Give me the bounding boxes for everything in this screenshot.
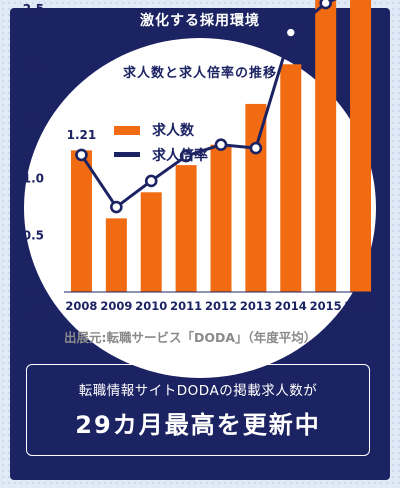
y-tick-label: 0.5 xyxy=(23,228,44,242)
bar xyxy=(245,103,267,292)
bar xyxy=(315,0,337,292)
ratio-point xyxy=(75,148,88,162)
data-label: 1.21 xyxy=(67,128,97,142)
legend-swatch-bar xyxy=(114,126,140,135)
x-tick-label: 2015 xyxy=(310,299,342,313)
legend-label: 求人数 xyxy=(152,122,195,139)
legend-label: 求人倍率 xyxy=(152,147,208,164)
headline-subtext: 転職情報サイトDODAの掲載求人数が xyxy=(78,383,318,399)
headline-text: 29カ月最高を更新中 xyxy=(75,411,321,439)
x-tick-label: 2012 xyxy=(205,299,237,313)
ratio-point xyxy=(144,174,158,188)
x-tick-label: 2016 xyxy=(345,299,377,313)
bar xyxy=(280,64,302,292)
ratio-point xyxy=(110,200,123,214)
chart-title: 求人数と求人倍率の推移 xyxy=(122,66,277,81)
bar xyxy=(105,218,127,292)
y-tick-label: 0.0 xyxy=(23,285,44,299)
bar xyxy=(350,0,372,292)
bar xyxy=(140,192,162,292)
bar xyxy=(210,144,232,292)
legend-swatch-line xyxy=(114,152,140,157)
headline-box: 転職情報サイトDODAの掲載求人数が 29カ月最高を更新中 xyxy=(26,364,370,456)
ratio-point xyxy=(249,141,263,155)
source-note: 出展元:転職サービス「DODA」（年度平均） xyxy=(64,330,317,345)
ratio-point xyxy=(319,0,332,10)
x-tick-label: 2013 xyxy=(240,299,272,313)
y-tick-label: 2.0 xyxy=(23,58,44,72)
x-tick-label: 2010 xyxy=(135,299,167,313)
ratio-point xyxy=(284,26,298,39)
y-tick-label: 1.0 xyxy=(23,172,44,186)
bar xyxy=(175,165,197,292)
ratio-point xyxy=(179,149,193,163)
y-tick-label: 2.5 xyxy=(23,2,44,16)
ratio-point xyxy=(214,138,228,152)
x-tick-label: 2011 xyxy=(170,299,202,313)
y-tick-label: 1.5 xyxy=(23,115,44,129)
x-tick-label: 2009 xyxy=(100,299,132,313)
y-axis-unit-label: (倍) xyxy=(27,306,50,321)
bar xyxy=(70,150,92,292)
x-tick-label: 2008 xyxy=(65,299,97,313)
x-tick-label: 2014 xyxy=(275,299,307,313)
header-title: 激化する採用環境 xyxy=(140,13,260,29)
